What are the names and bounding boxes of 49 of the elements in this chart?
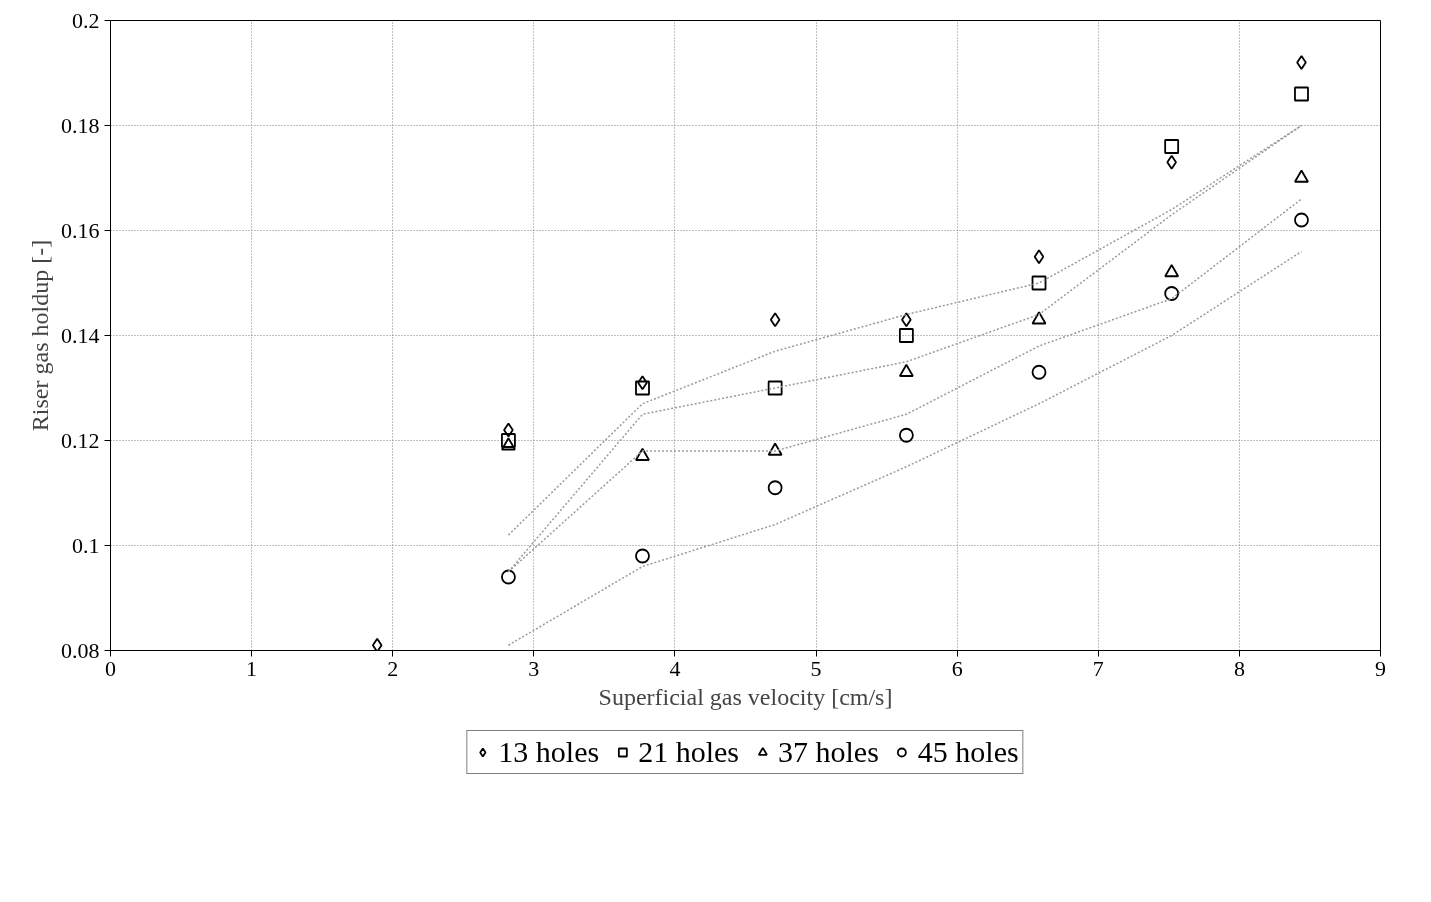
point — [1164, 139, 1180, 154]
x-tick-label: 1 — [246, 655, 258, 681]
point — [767, 480, 783, 496]
point — [1031, 311, 1047, 325]
point — [501, 569, 516, 585]
point — [767, 380, 783, 396]
y-tick-label: 0.1 — [72, 532, 100, 558]
x-tick-label: 3 — [528, 655, 540, 681]
point — [769, 312, 781, 328]
point — [1164, 286, 1180, 301]
y-tick-label: 0.08 — [61, 637, 100, 663]
point — [635, 548, 650, 564]
point — [1164, 264, 1180, 278]
point — [898, 427, 914, 443]
point — [1033, 249, 1045, 265]
x-tick-label: 0 — [105, 655, 116, 681]
legend-label: 45 holes — [917, 735, 1019, 769]
x-tick-label: 8 — [1233, 655, 1245, 681]
point — [1296, 55, 1307, 70]
point — [1294, 86, 1309, 102]
point — [898, 328, 914, 343]
line-series — [507, 250, 1303, 646]
x-tick-label: 9 — [1375, 655, 1386, 681]
y-axis-title: Riser gas holdup [-] — [27, 239, 53, 432]
point — [501, 433, 516, 448]
y-tick-label: 0.2 — [72, 7, 100, 33]
point — [501, 437, 516, 451]
y-tick-label: 0.16 — [61, 217, 100, 243]
x-tick-label: 6 — [951, 655, 963, 681]
point — [371, 637, 383, 651]
legend-label: 37 holes — [778, 735, 879, 769]
point — [635, 447, 650, 461]
x-tick-label: 4 — [669, 655, 681, 681]
point — [767, 442, 783, 456]
x-tick-label: 5 — [810, 655, 822, 681]
x-tick-label: 2 — [387, 655, 399, 681]
point — [898, 363, 914, 377]
x-tick-label: 7 — [1092, 655, 1104, 681]
y-tick-label: 0.14 — [61, 322, 100, 348]
point — [1294, 212, 1309, 228]
point — [1031, 364, 1047, 380]
y-tick-label: 0.12 — [61, 427, 100, 453]
legend-label: 21 holes — [638, 735, 739, 769]
point — [1294, 169, 1309, 183]
y-tick-label: 0.18 — [61, 112, 100, 138]
x-axis-title: Superficial gas velocity [cm/s] — [598, 683, 893, 710]
legend-label: 13 holes — [498, 735, 600, 769]
point — [635, 380, 650, 396]
point — [1031, 275, 1047, 291]
